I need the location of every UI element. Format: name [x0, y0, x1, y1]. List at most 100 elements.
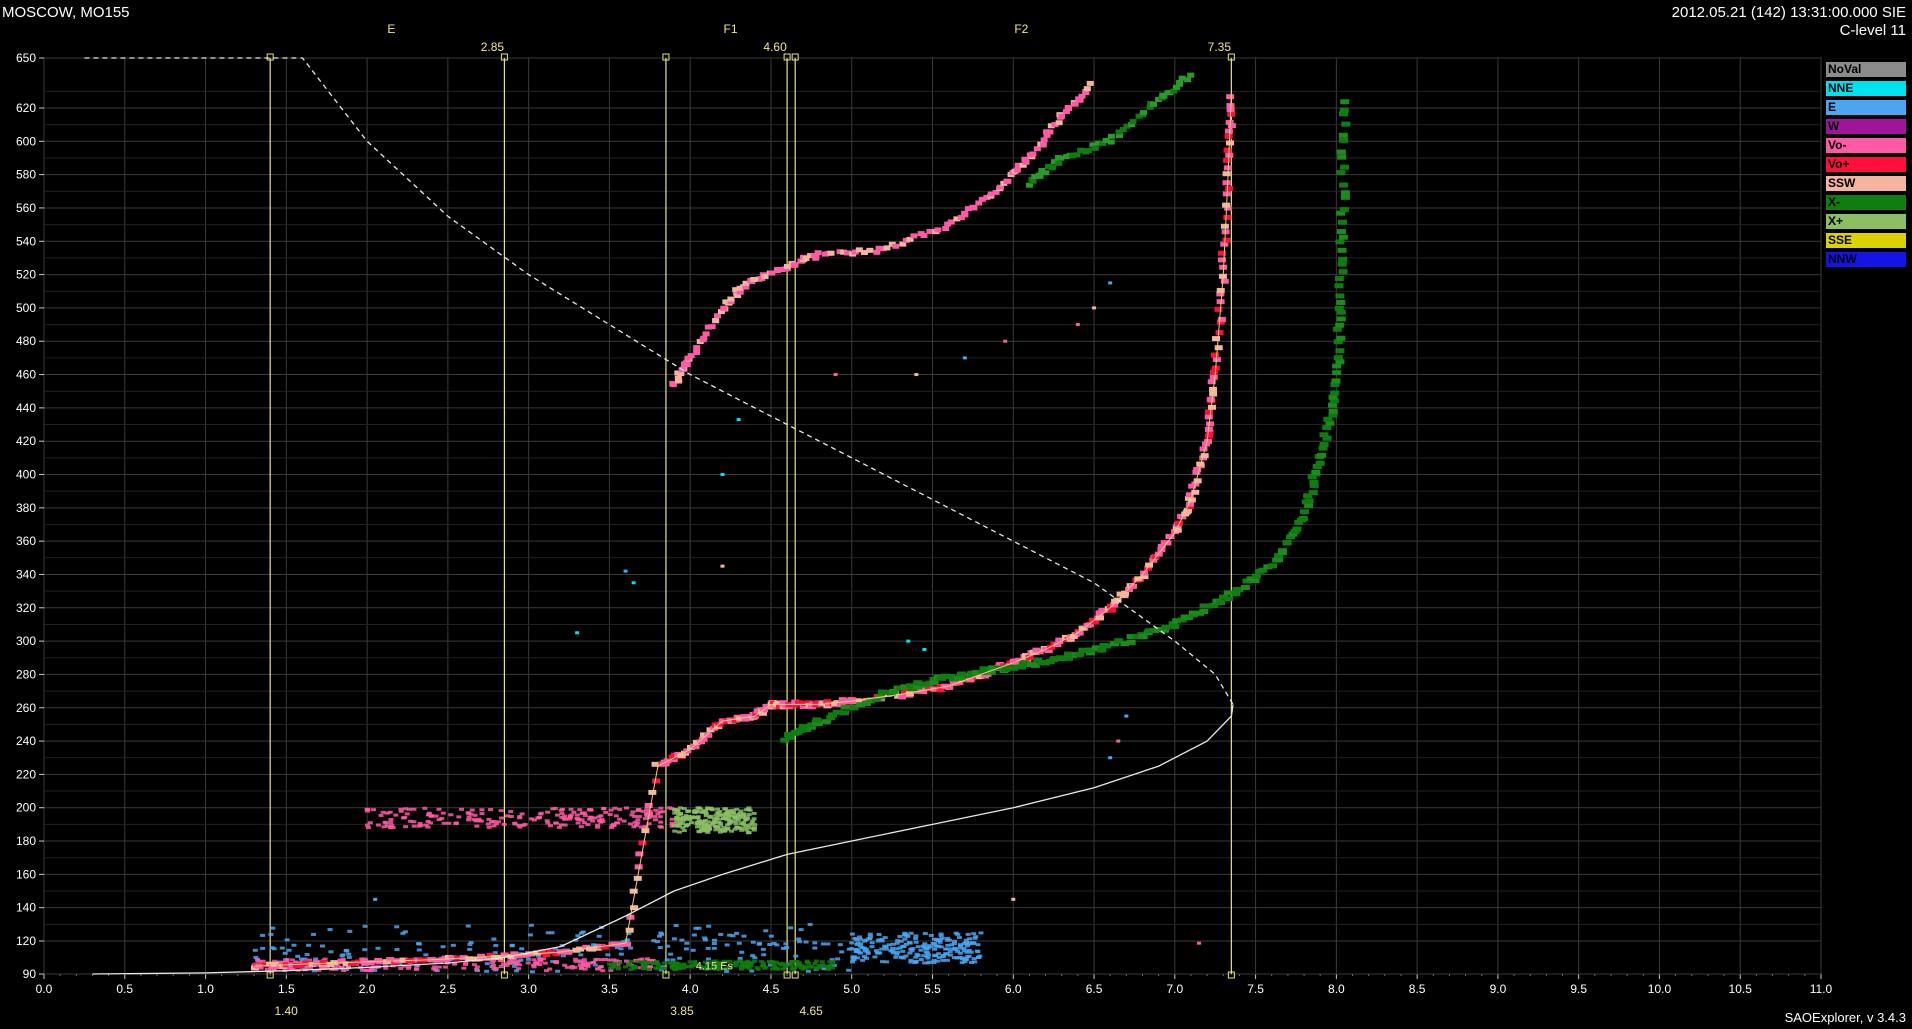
echo-point — [727, 933, 733, 937]
echo-point — [416, 948, 422, 952]
echo-point — [590, 819, 596, 823]
scatter-point — [962, 356, 967, 360]
echo-point — [717, 821, 723, 825]
echo-point — [486, 817, 492, 821]
o-trace-point — [1191, 489, 1200, 495]
echo-point — [514, 969, 520, 973]
x-trace-point — [1341, 121, 1351, 127]
echo-point — [723, 966, 729, 970]
echo-point — [897, 946, 903, 950]
echo-point — [915, 954, 921, 958]
echo-point — [730, 963, 736, 967]
echo-point — [450, 943, 456, 947]
echo-point — [685, 822, 691, 826]
x-multihop-point — [1036, 173, 1044, 179]
echo-point — [295, 954, 301, 958]
x-trace-point — [906, 683, 916, 689]
echo-point — [270, 926, 276, 930]
echo-point — [932, 947, 938, 951]
o-trace-point — [465, 956, 474, 962]
echo-point — [895, 950, 901, 954]
x-trace-point — [1336, 316, 1346, 322]
marker-handle-top — [791, 53, 799, 61]
echo-point — [944, 958, 950, 962]
echo-point — [858, 944, 864, 948]
echo-point — [852, 936, 858, 940]
echo-point — [692, 960, 698, 964]
echo-point — [554, 960, 560, 964]
x-trace-point — [1304, 498, 1314, 504]
echo-point — [555, 969, 561, 973]
echo-point — [253, 955, 259, 959]
echo-point — [622, 965, 628, 969]
x-trace-point — [1304, 502, 1314, 508]
echo-point — [727, 814, 733, 818]
x-trace-point — [900, 684, 910, 690]
echo-point — [681, 807, 687, 811]
echo-point — [365, 826, 371, 830]
echo-point — [763, 929, 769, 933]
echo-point — [492, 951, 498, 955]
echo-point — [286, 948, 292, 952]
echo-point — [564, 965, 570, 969]
x-trace-point — [1223, 590, 1233, 596]
echo-point — [558, 823, 564, 827]
echo-point — [617, 817, 623, 821]
echo-point — [538, 959, 544, 963]
echo-point — [592, 816, 598, 820]
echo-point — [474, 967, 480, 971]
x-trace-point — [1319, 442, 1329, 448]
o-trace-point — [1166, 533, 1175, 539]
o-multihop-point — [1022, 159, 1030, 165]
echo-point — [936, 952, 942, 956]
o-trace-point — [936, 687, 945, 693]
o-trace-point — [477, 953, 486, 959]
o-trace-point — [691, 744, 700, 750]
echo-point — [862, 939, 868, 943]
x-tick-label: 5.0 — [843, 982, 860, 996]
x-trace-point — [1331, 378, 1341, 384]
o-trace-point — [1206, 396, 1215, 402]
echo-point — [962, 957, 968, 961]
echo-point — [875, 939, 881, 943]
echo-point — [956, 936, 962, 940]
o-trace-point — [648, 789, 657, 795]
echo-point — [750, 826, 756, 830]
echo-point — [667, 806, 673, 810]
echo-point — [963, 938, 969, 942]
o-multihop-point — [1004, 178, 1012, 184]
echo-point — [723, 960, 729, 964]
echo-point — [306, 958, 312, 962]
o-trace-point — [1140, 574, 1149, 580]
o-trace-point — [1078, 625, 1087, 631]
echo-point — [545, 931, 551, 935]
echo-point — [879, 947, 885, 951]
x-trace-point — [1339, 207, 1349, 213]
o-multihop-point — [761, 274, 769, 280]
echo-point — [525, 961, 531, 965]
echo-point — [468, 941, 474, 945]
echo-point — [505, 961, 511, 965]
x-trace-point — [1334, 283, 1344, 289]
echo-point — [425, 819, 431, 823]
echo-point — [744, 828, 750, 832]
echo-point — [550, 807, 556, 811]
echo-point — [491, 819, 497, 823]
echo-point — [940, 958, 946, 962]
echo-point — [738, 809, 744, 813]
echo-point — [608, 808, 614, 812]
echo-point — [831, 963, 837, 967]
marker-handle-top — [500, 53, 508, 61]
echo-point — [467, 947, 473, 951]
o-trace-point — [268, 964, 277, 970]
o-trace-point — [1044, 648, 1053, 654]
echo-point — [423, 823, 429, 827]
o-trace-point — [399, 957, 408, 963]
o-multihop-point — [732, 287, 740, 293]
echo-point — [799, 963, 805, 967]
echo-point — [890, 951, 896, 955]
o-trace-point — [1069, 633, 1078, 639]
x-multihop-point — [1025, 182, 1033, 188]
x-trace-point — [1329, 398, 1339, 404]
scatter-point — [833, 373, 838, 377]
